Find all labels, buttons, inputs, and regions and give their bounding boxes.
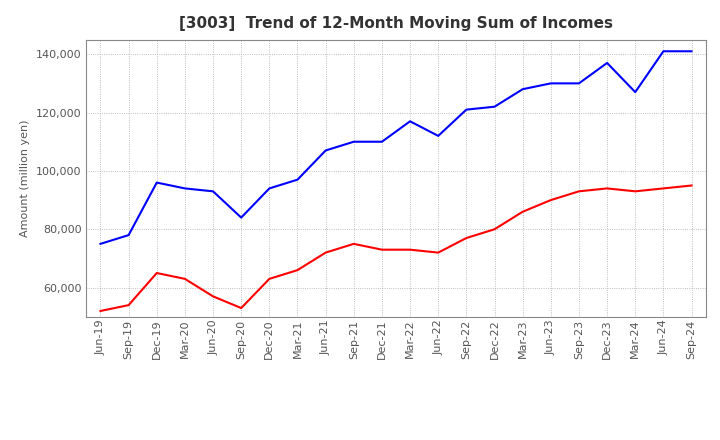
Title: [3003]  Trend of 12-Month Moving Sum of Incomes: [3003] Trend of 12-Month Moving Sum of I…	[179, 16, 613, 32]
Ordinary Income	[209, 189, 217, 194]
Net Income	[153, 271, 161, 276]
Ordinary Income	[125, 232, 133, 238]
Net Income	[209, 294, 217, 299]
Net Income	[406, 247, 415, 252]
Ordinary Income	[406, 119, 415, 124]
Net Income	[237, 305, 246, 311]
Net Income	[181, 276, 189, 282]
Ordinary Income	[293, 177, 302, 182]
Net Income	[96, 308, 105, 314]
Ordinary Income	[349, 139, 358, 144]
Ordinary Income	[96, 241, 105, 246]
Ordinary Income	[603, 60, 611, 66]
Net Income	[603, 186, 611, 191]
Ordinary Income	[153, 180, 161, 185]
Net Income	[490, 227, 499, 232]
Net Income	[659, 186, 667, 191]
Net Income	[349, 241, 358, 246]
Net Income	[631, 189, 639, 194]
Ordinary Income	[181, 186, 189, 191]
Net Income	[518, 209, 527, 214]
Ordinary Income	[377, 139, 386, 144]
Ordinary Income	[265, 186, 274, 191]
Ordinary Income	[518, 87, 527, 92]
Ordinary Income	[546, 81, 555, 86]
Net Income	[462, 235, 471, 241]
Net Income	[546, 198, 555, 203]
Net Income	[377, 247, 386, 252]
Net Income	[575, 189, 583, 194]
Ordinary Income	[631, 89, 639, 95]
Net Income	[125, 302, 133, 308]
Net Income	[265, 276, 274, 282]
Ordinary Income	[462, 107, 471, 112]
Ordinary Income	[237, 215, 246, 220]
Ordinary Income	[490, 104, 499, 110]
Net Income	[293, 268, 302, 273]
Ordinary Income	[321, 148, 330, 153]
Net Income	[687, 183, 696, 188]
Net Income	[321, 250, 330, 255]
Ordinary Income	[659, 49, 667, 54]
Line: Net Income: Net Income	[101, 186, 691, 311]
Y-axis label: Amount (million yen): Amount (million yen)	[20, 119, 30, 237]
Ordinary Income	[687, 49, 696, 54]
Ordinary Income	[575, 81, 583, 86]
Ordinary Income	[434, 133, 443, 139]
Line: Ordinary Income: Ordinary Income	[101, 51, 691, 244]
Net Income	[434, 250, 443, 255]
